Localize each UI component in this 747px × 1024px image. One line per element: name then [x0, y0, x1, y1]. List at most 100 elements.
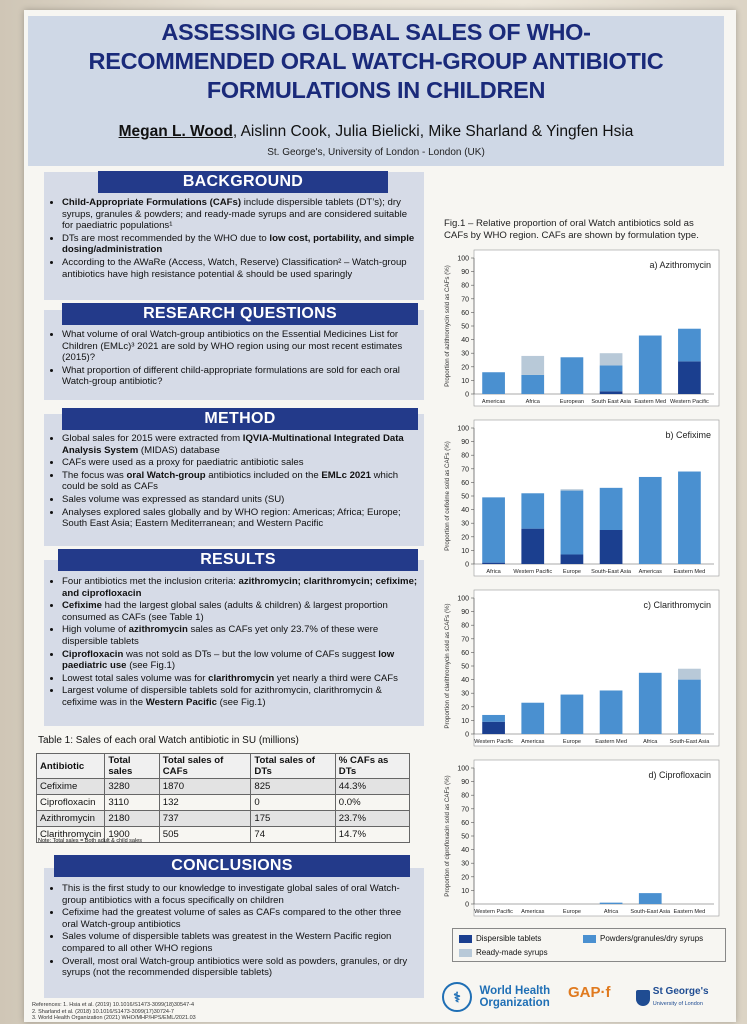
reference-line: 2. Sharland et al. (2018) 10.1016/S1473-…	[32, 1008, 174, 1015]
y-tick-label: 80	[461, 453, 469, 460]
background-panel	[44, 172, 424, 300]
table-cell: 1900	[104, 826, 160, 843]
x-tick-label: European	[560, 399, 584, 405]
bar-segment	[521, 493, 545, 529]
st-georges-name: St George's	[652, 986, 709, 997]
y-tick-label: 0	[465, 562, 469, 569]
y-tick-label: 80	[461, 283, 469, 290]
chart-title: c) Clarithromycin	[643, 600, 711, 610]
table-cell: 132	[158, 794, 252, 811]
table-cell: 14.7%	[334, 826, 411, 843]
crest-icon	[636, 990, 650, 1006]
y-tick-label: 100	[457, 596, 469, 603]
bar-segment	[599, 487, 623, 530]
table-cell: 23.7%	[334, 810, 411, 827]
research-question: What proportion of different child-appro…	[62, 365, 418, 388]
y-tick-label: 30	[461, 351, 469, 358]
sales-table: Antibiotic Total sales Total sales of CA…	[35, 753, 411, 843]
y-tick-label: 0	[465, 732, 469, 739]
x-tick-label: Americas	[521, 909, 545, 915]
bar-segment	[678, 361, 701, 394]
table-header-cell: Total sales of DTs	[250, 753, 336, 779]
legend-swatch-pow	[583, 934, 596, 943]
bar-segment	[560, 357, 584, 394]
y-axis-label: Proportion of ciprofloxacin sold as CAFs…	[444, 775, 451, 896]
x-tick-label: Eastern Med	[595, 739, 627, 745]
table-cell: 44.3%	[334, 778, 411, 795]
y-tick-label: 70	[461, 296, 469, 303]
y-tick-label: 40	[461, 337, 469, 344]
st-georges-sub: University of London	[652, 1001, 703, 1007]
globe-icon: ⚕	[442, 982, 472, 1012]
y-tick-label: 50	[461, 834, 469, 841]
x-tick-label: South-East Asia	[591, 569, 632, 575]
bar-segment	[482, 721, 505, 734]
table-cell: 505	[158, 826, 252, 843]
method-bullet: The focus was oral Watch-group antibioti…	[62, 470, 418, 493]
y-tick-label: 30	[461, 861, 469, 868]
table-note: Note: Total sales = Both adult & child s…	[38, 838, 143, 844]
y-tick-label: 70	[461, 466, 469, 473]
y-tick-label: 60	[461, 650, 469, 657]
reference-line: 3. World Health Organization (2021) WHO/…	[32, 1015, 196, 1021]
x-tick-label: Europe	[563, 569, 581, 575]
table-cell: 1870	[158, 778, 252, 795]
table-header-cell: Antibiotic	[35, 753, 106, 779]
y-axis-label: Proportion of cefixime sold as CAFs (%)	[444, 441, 451, 551]
method-text: Global sales for 2015 were extracted fro…	[52, 433, 418, 531]
table-cell: 825	[250, 778, 336, 795]
research-heading: RESEARCH QUESTIONS	[62, 303, 418, 325]
st-georges-logo: St George's University of London	[636, 986, 709, 1010]
y-axis-label: Proportion of azithromycin sold as CAFs …	[444, 265, 451, 387]
y-tick-label: 50	[461, 494, 469, 501]
bar-segment	[678, 668, 701, 680]
bar-segment	[521, 528, 545, 564]
conclusions-heading: CONCLUSIONS	[54, 855, 410, 877]
table-row: Clarithromycin 1900 505 74 14.7%	[35, 826, 411, 843]
who-logo: ⚕ World Health Organization	[442, 982, 550, 1012]
x-tick-label: Africa	[486, 569, 501, 575]
table-row: Cefixime 3280 1870 825 44.3%	[35, 778, 411, 795]
x-tick-label: Western Pacific	[670, 399, 709, 405]
x-tick-label: Europe	[563, 909, 581, 915]
results-bullet: Lowest total sales volume was for clarit…	[62, 673, 418, 685]
x-tick-label: Americas	[521, 739, 545, 745]
authors: Megan L. Wood, Aislinn Cook, Julia Bieli…	[28, 123, 724, 141]
y-tick-label: 20	[461, 364, 469, 371]
chart-title: d) Ciprofloxacin	[648, 770, 711, 780]
y-tick-label: 60	[461, 480, 469, 487]
x-tick-label: Eastern Med	[634, 399, 666, 405]
y-axis-label: Proportion of clarithromycin sold as CAF…	[444, 603, 451, 728]
who-logo-line: World Health	[479, 985, 551, 997]
y-tick-label: 90	[461, 609, 469, 616]
x-tick-label: Eastern Med	[674, 569, 706, 575]
bar-segment	[678, 328, 701, 362]
y-tick-label: 0	[465, 392, 469, 399]
legend-label: Powders/granules/dry syrups	[600, 934, 704, 943]
bar-segment	[560, 554, 584, 564]
table-cell: 737	[158, 810, 252, 827]
bar-segment	[560, 489, 584, 491]
figure-charts: 0 10 20 30 40 50 60 70 80 90 100 Proportion of azit…	[444, 249, 720, 917]
legend-item-pow: Powders/granules/dry syrups	[583, 934, 703, 943]
bar-segment	[482, 714, 505, 722]
x-tick-label: Western Pacific	[474, 739, 513, 745]
y-tick-label: 80	[461, 793, 469, 800]
y-tick-label: 10	[461, 548, 469, 555]
conclusions-bullet: Sales volume of dispersible tablets was …	[62, 931, 418, 954]
figure-title: Fig.1 – Relative proportion of oral Watc…	[444, 218, 699, 241]
bar-segment	[678, 679, 701, 734]
background-bullet: Child-Appropriate Formulations (CAFs) in…	[62, 197, 418, 232]
chart-frame	[473, 759, 720, 917]
poster-title: ASSESSING GLOBAL SALES OF WHO- RECOMMEND…	[28, 18, 724, 105]
y-tick-label: 100	[457, 766, 469, 773]
results-bullet: Largest volume of dispersible tablets so…	[62, 685, 418, 708]
legend-swatch-syr	[459, 948, 472, 957]
results-bullet: High volume of azithromycin sales as CAF…	[62, 624, 418, 647]
bar-segment	[599, 365, 623, 392]
method-bullet: Analyses explored sales globally and by …	[62, 507, 418, 530]
table-cell: 2180	[104, 810, 160, 827]
y-tick-label: 100	[457, 426, 469, 433]
y-tick-label: 20	[461, 704, 469, 711]
bar-segment	[521, 355, 545, 375]
